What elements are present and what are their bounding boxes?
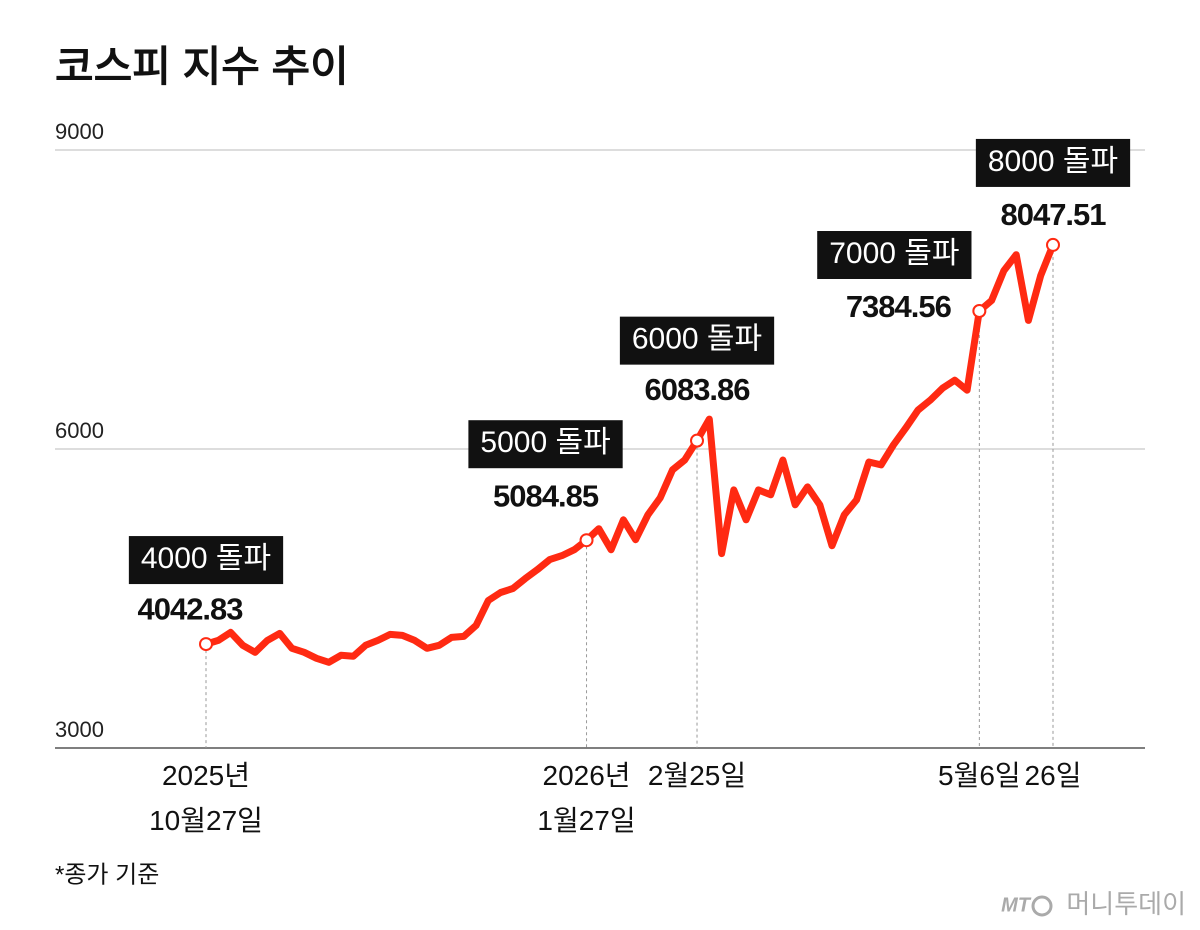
annotation-box [817, 231, 972, 280]
annotation-text: 6000 돌파 [632, 323, 762, 356]
x-tick-label-line: 10월27일 [149, 805, 263, 836]
y-tick-label: 6000 [55, 418, 104, 443]
annotation-text: 8000 돌파 [988, 145, 1118, 178]
annotation-box [128, 536, 284, 585]
annotation-box [975, 138, 1131, 187]
point-marker [199, 637, 213, 652]
x-tick-label: 5월6일 [938, 760, 1021, 791]
value-label: 4042.83 [137, 591, 243, 626]
annotation-text: 5000 돌파 [480, 426, 610, 459]
x-tick-label-line: 1월27일 [537, 805, 635, 836]
value-label: 5084.85 [493, 478, 599, 513]
x-tick-label: 2026년 1월27일 [537, 760, 635, 836]
source-logo-mark [1031, 895, 1053, 917]
point-marker [972, 304, 987, 319]
y-tick-label: 3000 [55, 717, 104, 742]
source-logo: MT [1001, 894, 1032, 916]
y-tick-label: 9000 [55, 119, 104, 144]
x-tick-label-line: 2026년 [543, 760, 631, 791]
point-marker [579, 533, 594, 548]
x-tick-label: 2025년 10월27일 [149, 760, 263, 836]
source: 머니투데이 [1066, 889, 1186, 919]
annotation-box [468, 420, 623, 469]
point-marker [690, 433, 705, 448]
point-marker [1046, 237, 1060, 252]
data-line [202, 241, 1057, 666]
x-tick-label-line: 2025년 [162, 760, 250, 791]
x-tick-label-line: 5월6일 [938, 760, 1021, 791]
value-label: 7384.56 [846, 289, 952, 324]
annotation-text: 7000 돌파 [829, 237, 959, 270]
x-tick-label: 2월25일 [648, 760, 746, 791]
x-tick-label-line: 26일 [1025, 760, 1082, 791]
chart-title: 코스피 지수 추이 [55, 43, 349, 90]
x-tick-label-line: 2월25일 [648, 760, 746, 791]
value-label: 6083.86 [644, 372, 750, 407]
value-label: 8047.51 [1000, 197, 1106, 232]
x-tick-label: 26일 [1025, 760, 1082, 791]
annotation-text: 4000 돌파 [141, 542, 271, 575]
footnote: *종가 기준 [55, 861, 159, 888]
annotation-box [619, 316, 775, 365]
